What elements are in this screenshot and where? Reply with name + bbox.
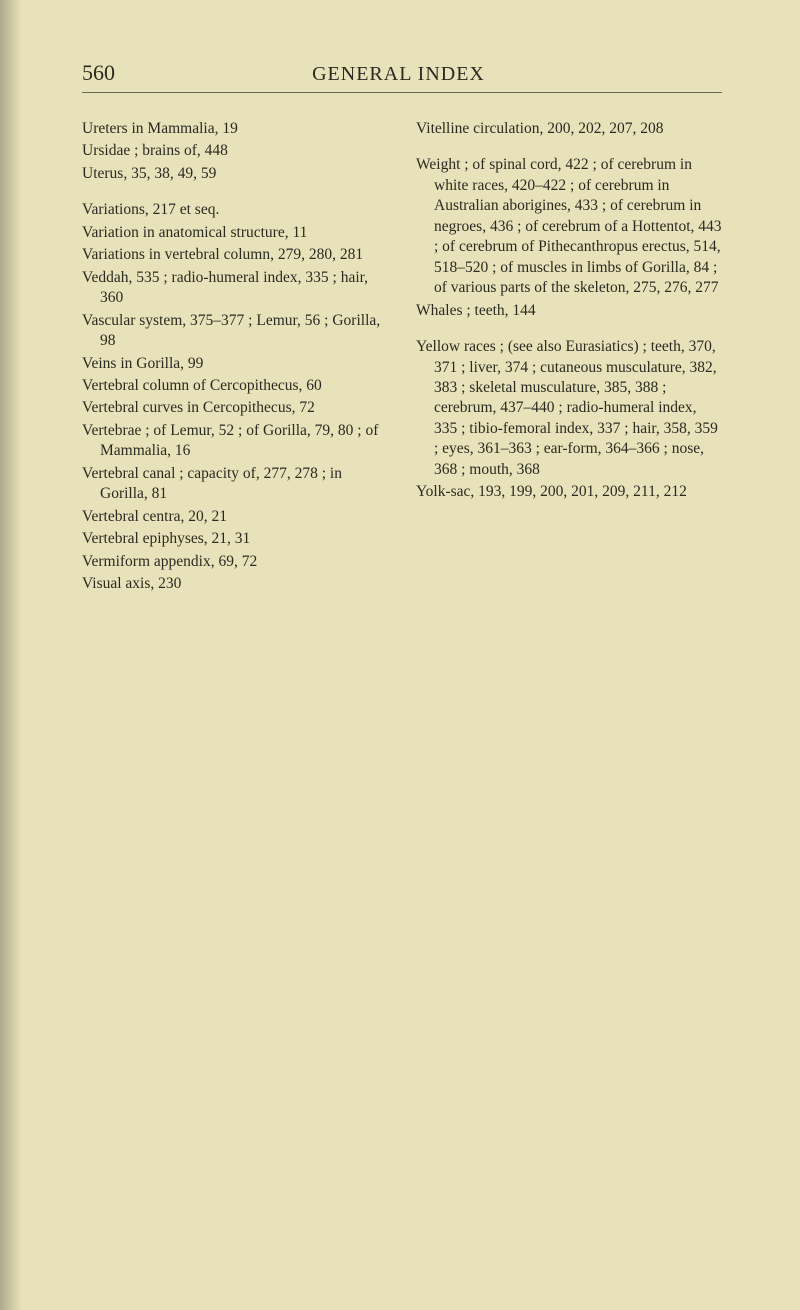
index-entry: Weight ; of spinal cord, 422 ; of cerebr… <box>416 155 722 298</box>
index-entry: Vertebral centra, 20, 21 <box>82 507 388 527</box>
index-entry: Vermiform appendix, 69, 72 <box>82 552 388 572</box>
index-entry: Whales ; teeth, 144 <box>416 301 722 321</box>
index-entry: Ursidae ; brains of, 448 <box>82 141 388 161</box>
index-entry: Vitelline circulation, 200, 202, 207, 20… <box>416 119 722 139</box>
page-body: 560 GENERAL INDEX Ureters in Mammalia, 1… <box>0 0 800 597</box>
columns: Ureters in Mammalia, 19 Ursidae ; brains… <box>82 119 722 597</box>
index-entry: Vertebral epiphyses, 21, 31 <box>82 529 388 549</box>
paragraph-gap <box>82 186 388 200</box>
index-entry: Vertebral canal ; capacity of, 277, 278 … <box>82 464 388 505</box>
index-entry: Yellow races ; (see also Eurasiatics) ; … <box>416 337 722 480</box>
paragraph-gap <box>416 141 722 155</box>
index-entry: Yolk-sac, 193, 199, 200, 201, 209, 211, … <box>416 482 722 502</box>
index-entry: Variation in anatomical structure, 11 <box>82 223 388 243</box>
right-column: Vitelline circulation, 200, 202, 207, 20… <box>416 119 722 597</box>
paragraph-gap <box>416 323 722 337</box>
index-entry: Veins in Gorilla, 99 <box>82 354 388 374</box>
index-entry: Vertebrae ; of Lemur, 52 ; of Gorilla, 7… <box>82 421 388 462</box>
index-entry: Veddah, 535 ; radio-humeral index, 335 ;… <box>82 268 388 309</box>
index-entry: Vertebral column of Cercopithecus, 60 <box>82 376 388 396</box>
left-column: Ureters in Mammalia, 19 Ursidae ; brains… <box>82 119 388 597</box>
index-entry: Vascular system, 375–377 ; Lemur, 56 ; G… <box>82 311 388 352</box>
index-entry: Ureters in Mammalia, 19 <box>82 119 388 139</box>
index-entry: Visual axis, 230 <box>82 574 388 594</box>
running-head: GENERAL INDEX <box>115 63 682 86</box>
index-entry: Uterus, 35, 38, 49, 59 <box>82 164 388 184</box>
index-entry: Vertebral curves in Cercopithecus, 72 <box>82 398 388 418</box>
index-entry: Variations, 217 et seq. <box>82 200 388 220</box>
page-number: 560 <box>82 60 115 86</box>
page-header: 560 GENERAL INDEX <box>82 60 722 93</box>
index-entry: Variations in vertebral column, 279, 280… <box>82 245 388 265</box>
